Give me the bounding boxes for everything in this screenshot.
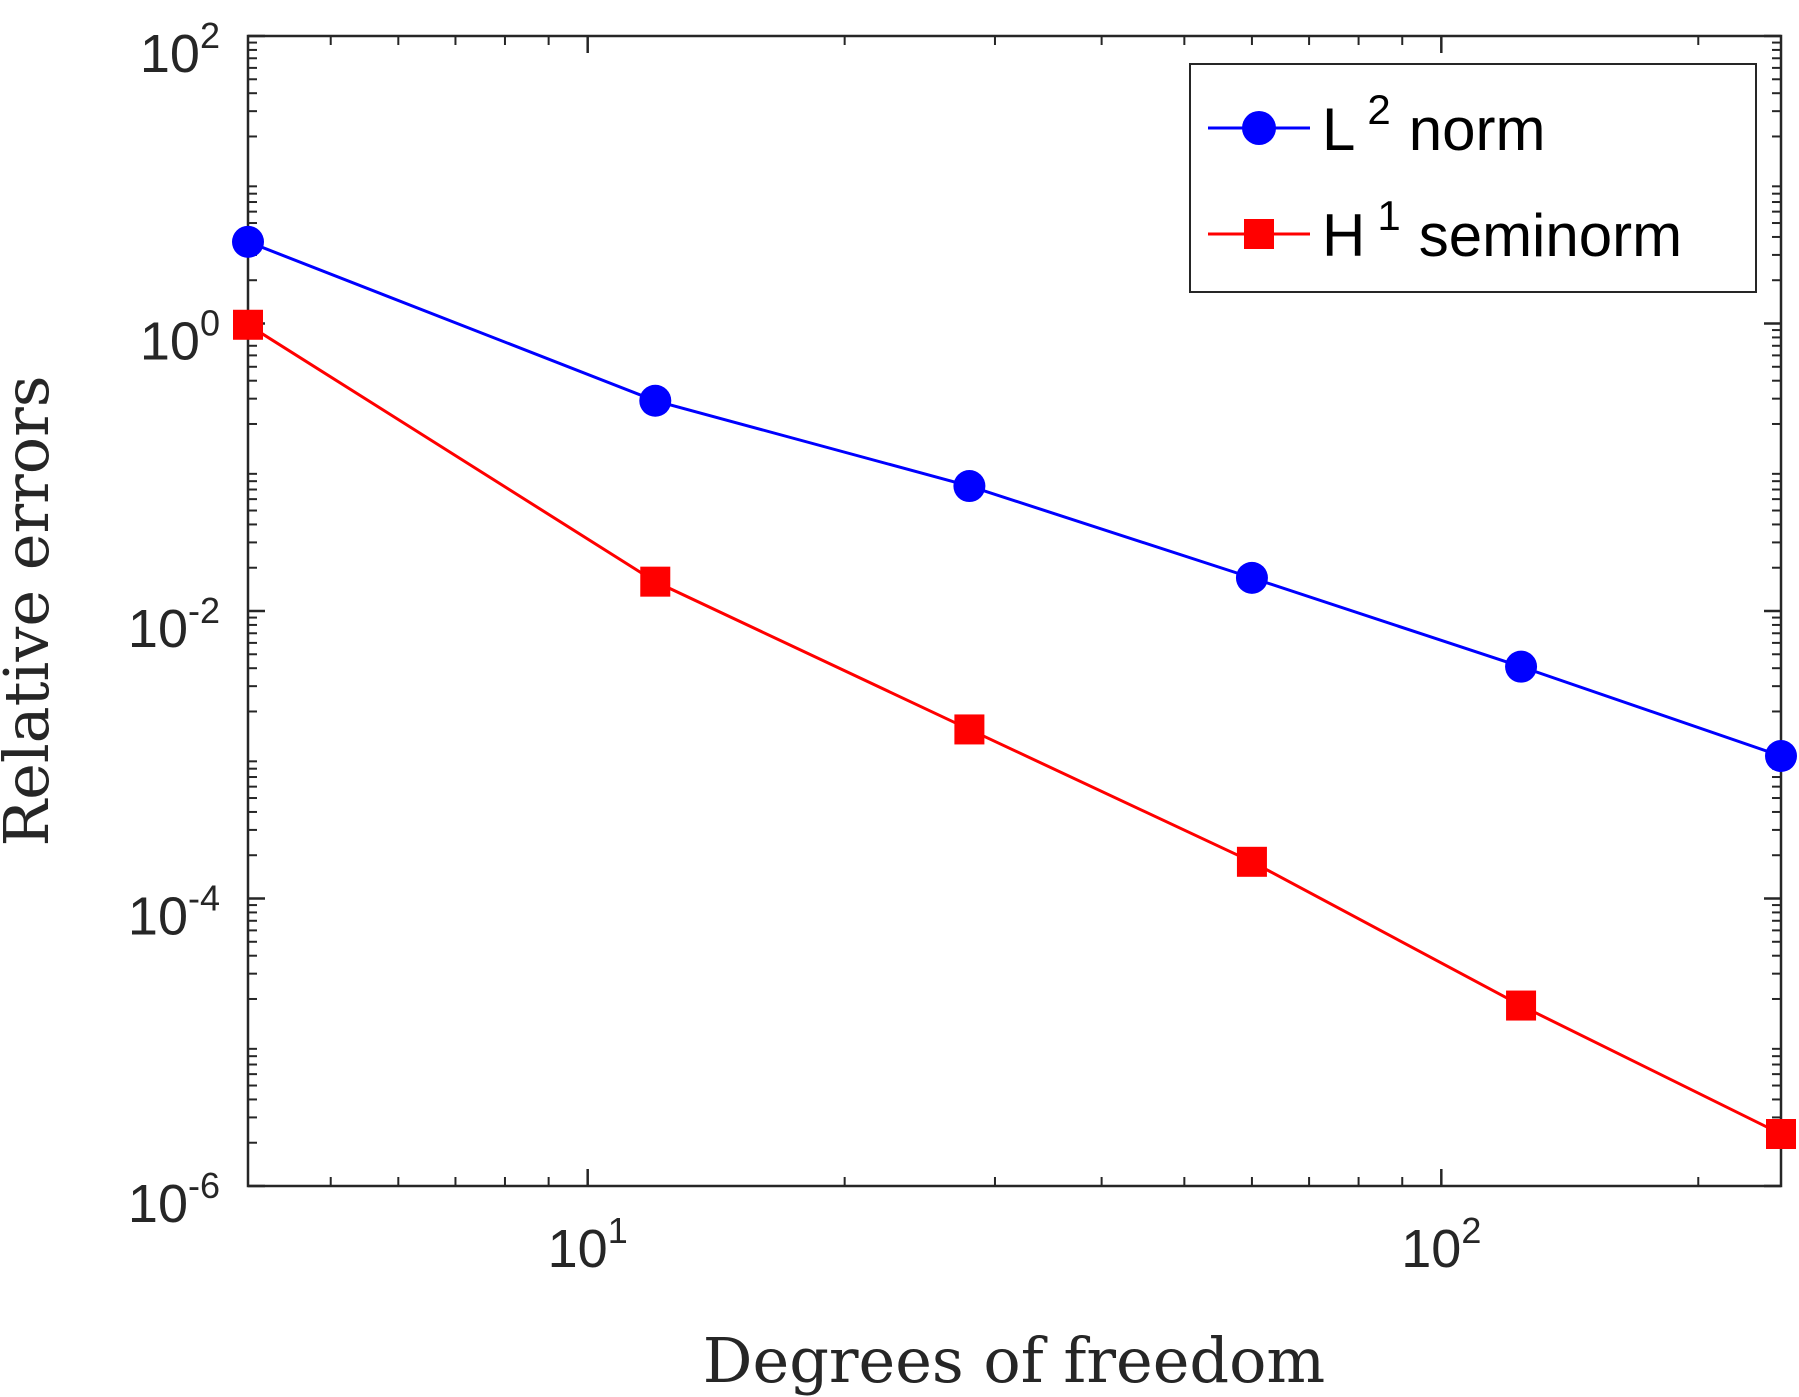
x-tick-label: 102 <box>1401 1210 1481 1279</box>
data-point-h1-seminorm <box>640 566 671 597</box>
x-tick-label: 101 <box>548 1210 628 1279</box>
y-axis-title: Relative errors <box>0 375 63 846</box>
series-line-l2-norm <box>247 240 1782 758</box>
y-tick-label: 102 <box>140 15 220 84</box>
data-point-h1-seminorm <box>1766 1119 1796 1150</box>
y-tick-label: 10-2 <box>128 590 220 659</box>
legend-entries: L 2 norm H 1 seminorm <box>1208 86 1682 269</box>
data-point-h1-seminorm <box>1506 990 1537 1021</box>
data-point-h1-seminorm <box>954 714 985 745</box>
legend-marker-l2-norm <box>1242 111 1276 145</box>
data-point-h1-seminorm <box>1236 846 1267 877</box>
x-axis-title: Degrees of freedom <box>703 1324 1325 1397</box>
y-tick-labels: 10-6 10-4 10-2 100 102 <box>128 15 220 1234</box>
legend-label-h1-seminorm: H 1 seminorm <box>1322 192 1682 269</box>
data-point-l2-norm <box>1765 740 1797 773</box>
legend: L 2 norm H 1 seminorm <box>1189 63 1757 293</box>
data-point-l2-norm <box>1505 650 1538 683</box>
y-tick-label: 10-6 <box>128 1165 220 1234</box>
y-tick-label: 100 <box>140 303 220 372</box>
legend-box <box>1189 63 1757 293</box>
minor-ticks <box>248 36 1781 1186</box>
data-point-l2-norm <box>1235 561 1268 594</box>
series-line-h1-seminorm <box>247 323 1782 1136</box>
y-tick-label: 10-4 <box>128 878 220 947</box>
series-layer <box>232 225 1797 1150</box>
legend-marker-h1-seminorm <box>1244 219 1274 249</box>
x-tick-labels: 101 102 <box>548 1210 1482 1279</box>
plot-area <box>246 34 1783 1188</box>
data-point-h1-seminorm <box>233 309 263 340</box>
data-point-l2-norm <box>639 384 672 417</box>
data-point-l2-norm <box>232 225 264 258</box>
data-point-l2-norm <box>953 470 986 503</box>
legend-label-l2-norm: L 2 norm <box>1322 86 1545 163</box>
